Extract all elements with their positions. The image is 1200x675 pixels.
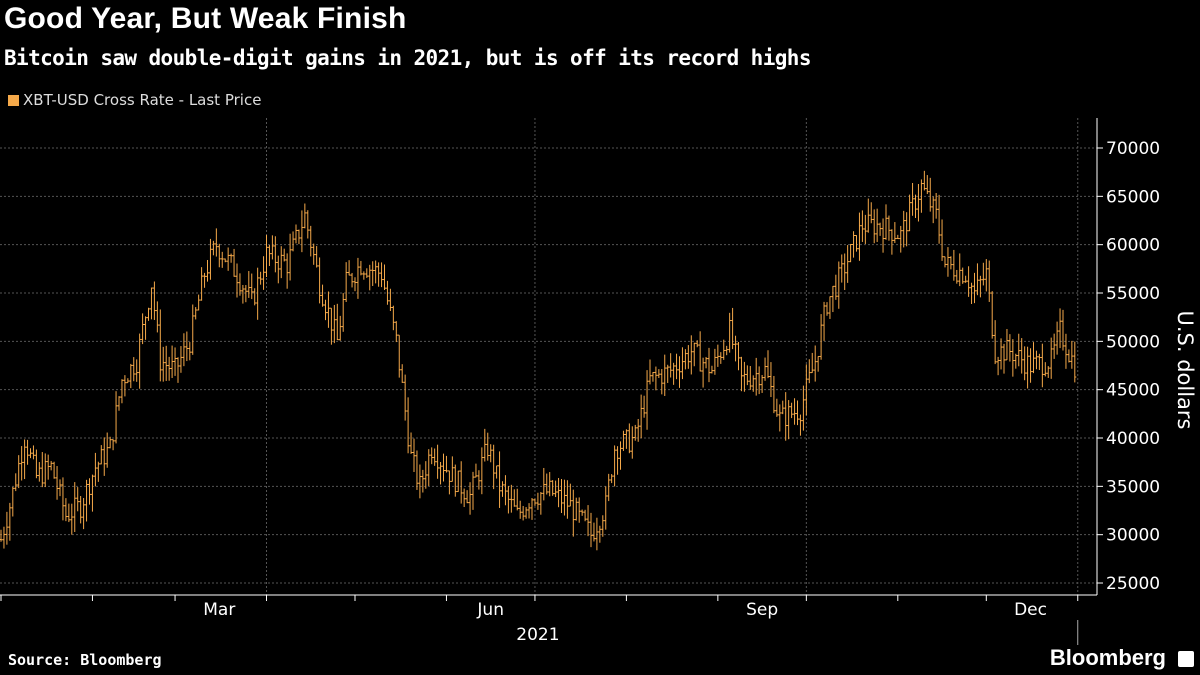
y-tick-label: 55000 xyxy=(1106,284,1160,304)
x-tick-label: Dec xyxy=(1014,600,1047,620)
y-tick-label: 30000 xyxy=(1106,526,1160,546)
x-tick-label: Mar xyxy=(203,600,235,620)
y-tick-label: 70000 xyxy=(1106,139,1160,159)
chart-icon xyxy=(1178,651,1194,667)
y-tick-label: 45000 xyxy=(1106,381,1160,401)
source-note: Source: Bloomberg xyxy=(8,651,162,669)
chart-title: Good Year, But Weak Finish xyxy=(4,2,407,35)
legend: XBT-USD Cross Rate - Last Price xyxy=(8,91,261,109)
x-tick-label: Jun xyxy=(476,600,504,620)
y-tick-label: 60000 xyxy=(1106,236,1160,256)
y-tick-label: 65000 xyxy=(1106,187,1160,207)
legend-label: XBT-USD Cross Rate - Last Price xyxy=(23,91,262,109)
y-tick-label: 40000 xyxy=(1106,429,1160,449)
y-tick-label: 25000 xyxy=(1106,574,1160,594)
y-tick-label: 50000 xyxy=(1106,332,1160,352)
x-axis-label: 2021 xyxy=(516,625,559,645)
bloomberg-logo: Bloomberg xyxy=(1049,645,1166,670)
y-axis-label: U.S. dollars xyxy=(1173,310,1197,429)
legend-swatch xyxy=(8,94,19,106)
chart-subtitle: Bitcoin saw double-digit gains in 2021, … xyxy=(4,46,811,70)
x-tick-label: Sep xyxy=(746,600,778,620)
y-tick-label: 35000 xyxy=(1106,477,1160,497)
